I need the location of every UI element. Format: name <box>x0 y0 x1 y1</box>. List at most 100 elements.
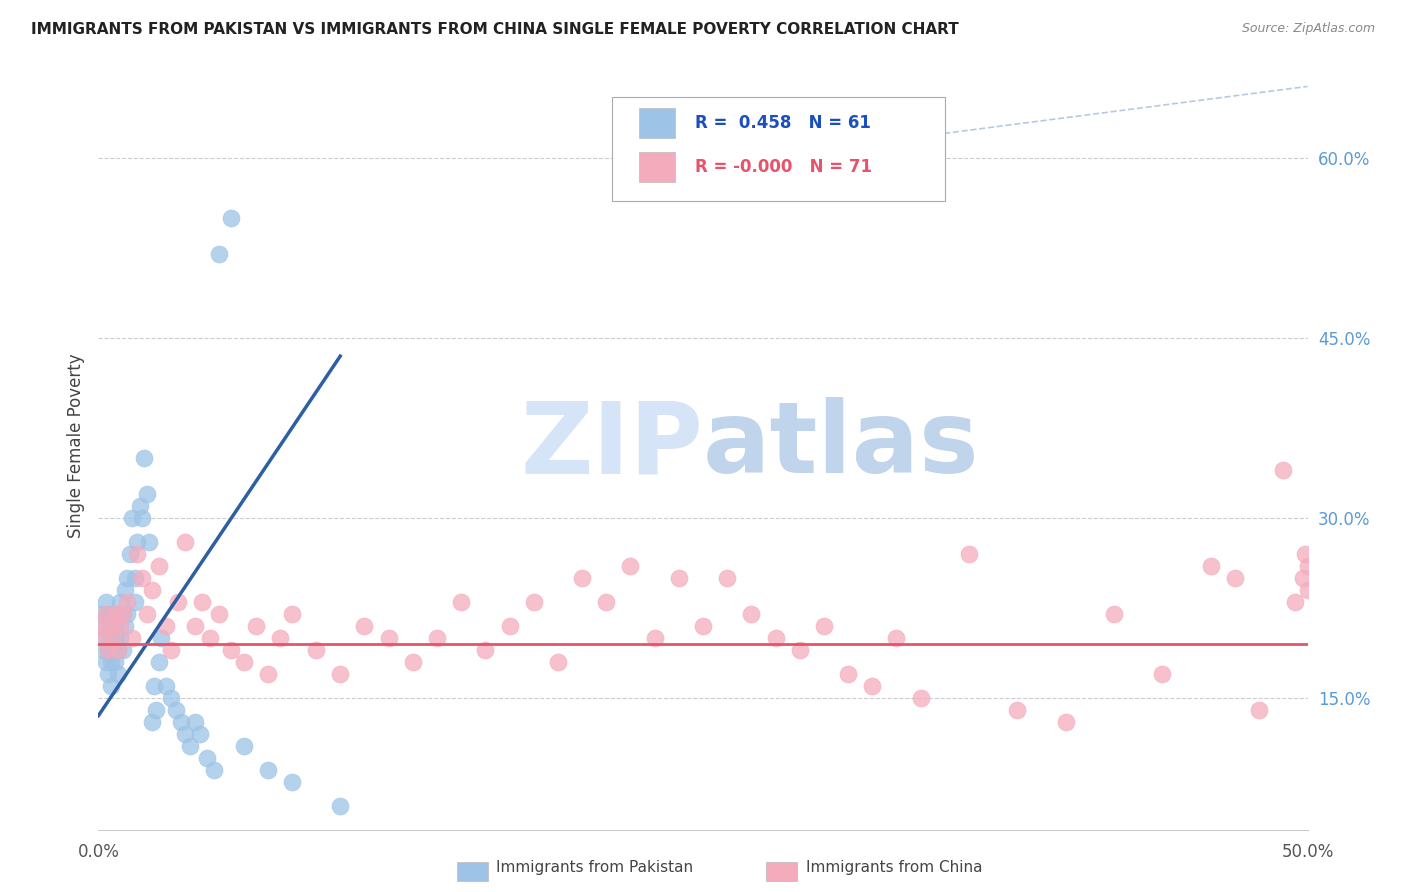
Point <box>184 714 207 729</box>
Text: R = -0.000   N = 71: R = -0.000 N = 71 <box>695 158 872 177</box>
Point <box>150 631 173 645</box>
Point <box>124 571 146 585</box>
Point <box>148 558 170 573</box>
Point <box>523 595 546 609</box>
Point <box>100 619 122 633</box>
Point <box>91 631 114 645</box>
Point <box>117 607 139 621</box>
Point <box>97 642 120 657</box>
Point <box>107 666 129 681</box>
Point <box>143 679 166 693</box>
Point <box>1102 607 1125 621</box>
Point <box>167 595 190 609</box>
Point <box>94 655 117 669</box>
Point <box>160 642 183 657</box>
Point <box>204 763 226 777</box>
Point <box>111 642 134 657</box>
Point <box>886 631 908 645</box>
Point <box>90 619 112 633</box>
Text: ZIP: ZIP <box>520 398 703 494</box>
Point <box>1272 463 1295 477</box>
Point <box>256 763 278 777</box>
Point <box>101 631 124 645</box>
Text: Immigrants from Pakistan: Immigrants from Pakistan <box>496 860 693 874</box>
Text: Immigrants from China: Immigrants from China <box>806 860 983 874</box>
Point <box>1292 571 1315 585</box>
Point <box>97 607 120 621</box>
Point <box>232 655 254 669</box>
Point <box>97 642 120 657</box>
Point <box>148 655 170 669</box>
Point <box>1007 703 1029 717</box>
Point <box>141 582 163 597</box>
Text: atlas: atlas <box>703 398 980 494</box>
Point <box>131 511 153 525</box>
Point <box>498 619 520 633</box>
Point <box>107 642 129 657</box>
Point <box>281 774 304 789</box>
Point <box>108 619 131 633</box>
Point <box>174 726 197 740</box>
Point <box>121 631 143 645</box>
Point <box>101 642 124 657</box>
Point <box>117 571 139 585</box>
Point <box>107 607 129 621</box>
Point <box>1152 666 1174 681</box>
Point <box>619 558 641 573</box>
Point <box>179 739 201 753</box>
Point <box>138 534 160 549</box>
Point <box>101 607 124 621</box>
Point <box>160 690 183 705</box>
Point <box>198 631 221 645</box>
Point <box>100 631 122 645</box>
Point <box>101 631 124 645</box>
Point <box>121 511 143 525</box>
Point <box>474 642 496 657</box>
Point <box>134 450 156 465</box>
Point <box>100 619 122 633</box>
Point <box>269 631 291 645</box>
Point <box>100 655 122 669</box>
FancyBboxPatch shape <box>613 97 945 201</box>
Point <box>94 595 117 609</box>
Point <box>195 750 218 764</box>
Point <box>232 739 254 753</box>
Text: Source: ZipAtlas.com: Source: ZipAtlas.com <box>1241 22 1375 36</box>
Point <box>957 547 980 561</box>
Point <box>402 655 425 669</box>
Point <box>100 679 122 693</box>
Point <box>281 607 304 621</box>
Point <box>1294 547 1316 561</box>
Point <box>740 607 762 621</box>
Point <box>155 679 177 693</box>
Point <box>860 679 883 693</box>
Point <box>191 595 214 609</box>
Point <box>145 703 167 717</box>
Point <box>1054 714 1077 729</box>
Point <box>221 211 243 226</box>
Point <box>329 798 352 813</box>
Point <box>111 607 134 621</box>
Point <box>765 631 787 645</box>
Point <box>426 631 449 645</box>
Point <box>104 619 127 633</box>
Point <box>1249 703 1271 717</box>
FancyBboxPatch shape <box>638 108 675 138</box>
Point <box>716 571 738 585</box>
Point <box>127 534 149 549</box>
Point <box>1296 582 1319 597</box>
Point <box>595 595 617 609</box>
Point <box>114 619 136 633</box>
Point <box>789 642 811 657</box>
Point <box>94 607 117 621</box>
Point <box>245 619 267 633</box>
Point <box>353 619 375 633</box>
Point <box>135 487 157 501</box>
Point <box>91 619 114 633</box>
Text: R =  0.458   N = 61: R = 0.458 N = 61 <box>695 114 870 132</box>
Point <box>174 534 197 549</box>
Point <box>104 607 127 621</box>
Point <box>124 595 146 609</box>
Point <box>104 655 127 669</box>
Point <box>910 690 932 705</box>
